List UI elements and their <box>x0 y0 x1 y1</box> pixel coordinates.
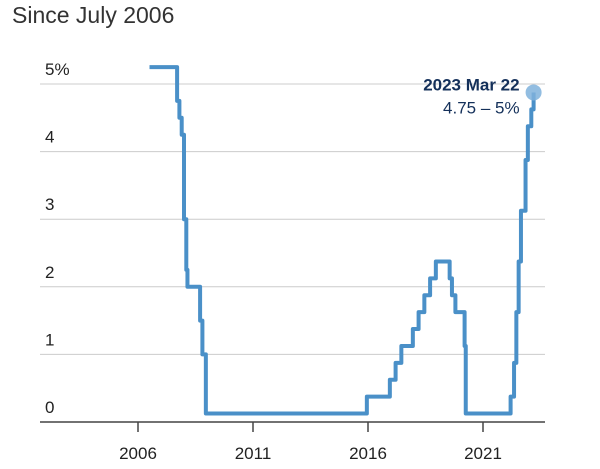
x-tick-label: 2021 <box>464 444 502 463</box>
x-tick-label: 2006 <box>119 444 157 463</box>
x-tick-label: 2011 <box>235 444 272 463</box>
y-tick-label: 1 <box>45 330 54 349</box>
x-axis-ticks: 2006 2011 2016 2021 <box>119 422 502 463</box>
x-tick-label: 2016 <box>349 444 387 463</box>
latest-point-marker <box>525 84 542 101</box>
y-tick-label: 5% <box>45 60 70 79</box>
y-axis-ticks: 0 1 2 3 4 5% <box>45 60 70 417</box>
y-tick-label: 3 <box>45 195 54 214</box>
y-tick-label: 0 <box>45 398 54 417</box>
y-tick-label: 2 <box>45 263 54 282</box>
annotation-range: 4.75 – 5% <box>443 98 520 117</box>
y-tick-label: 4 <box>45 128 54 147</box>
series-line <box>149 65 536 416</box>
chart-title: Since July 2006 <box>12 2 175 28</box>
annotation-date: 2023 Mar 22 <box>423 75 519 94</box>
gridlines <box>40 83 545 423</box>
